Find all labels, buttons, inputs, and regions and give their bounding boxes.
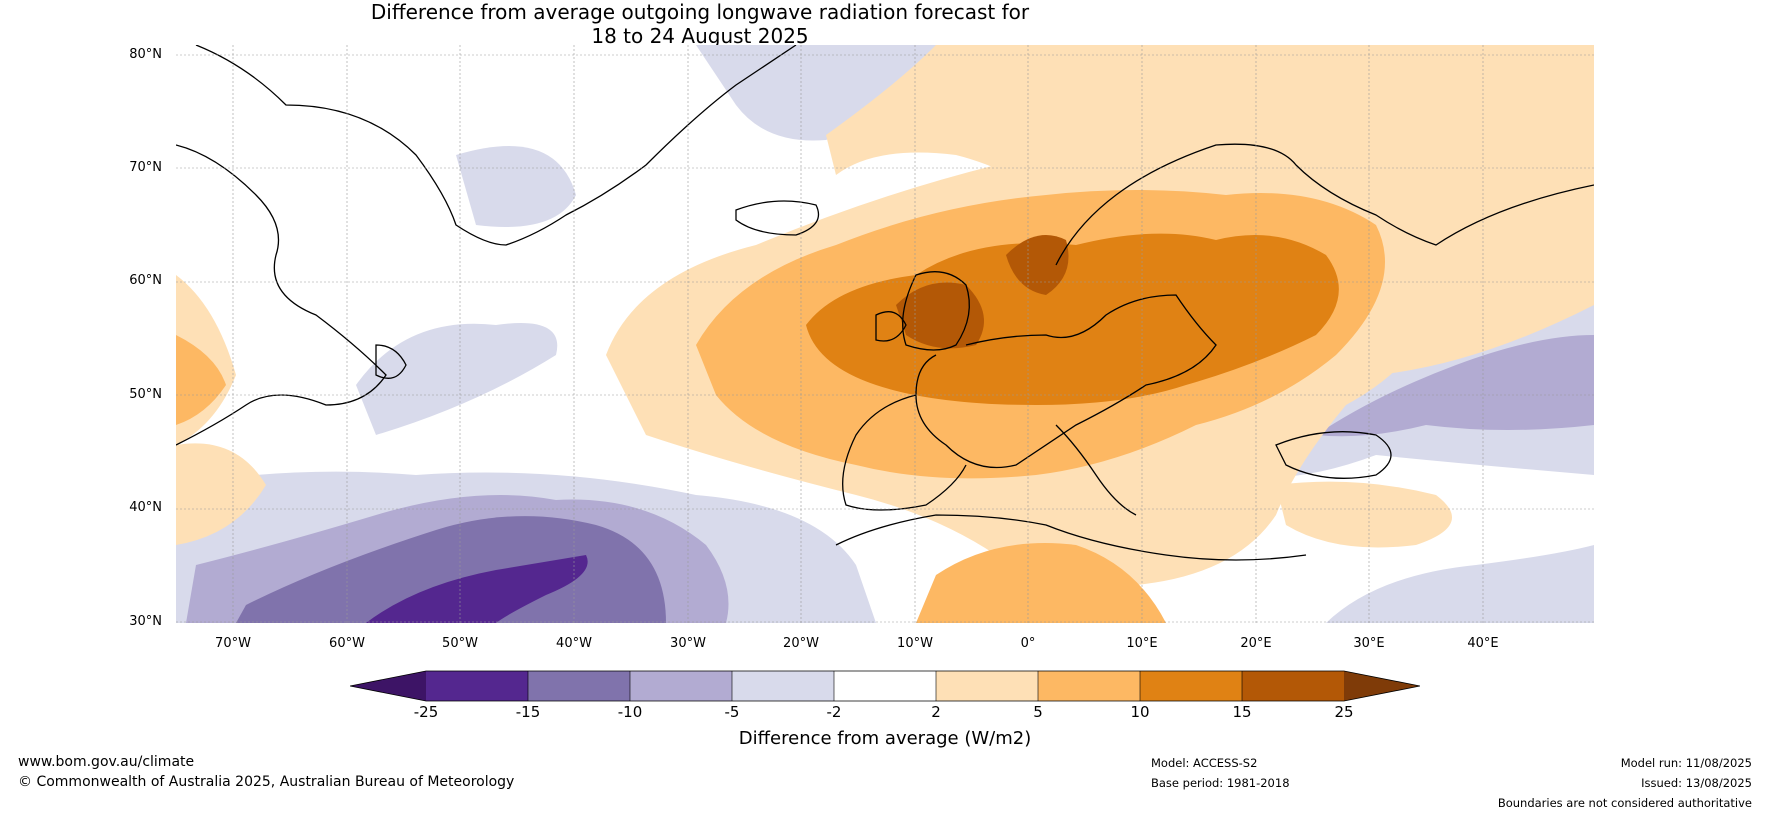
colorbar-tick-4: -5 <box>724 703 740 721</box>
lon-label-10w: 10°W <box>897 636 933 651</box>
colorbar-tick-6: 2 <box>931 703 941 721</box>
coastline-iceland <box>735 200 820 236</box>
colorbar-segment-9 <box>1242 671 1344 701</box>
footer-model: Model: ACCESS-S2 <box>1151 756 1258 770</box>
footer-website: www.bom.gov.au/climate <box>18 754 195 770</box>
colorbar-tick-5: -2 <box>826 703 842 721</box>
lon-label-20w: 20°W <box>783 636 819 651</box>
graticule <box>176 45 1594 623</box>
anomaly-region-turkey <box>1276 481 1452 548</box>
lon-label-50w: 50°W <box>442 636 478 651</box>
lon-label-40w: 40°W <box>556 636 592 651</box>
title-line-1: Difference from average outgoing longwav… <box>370 0 1030 24</box>
lon-label-10e: 10°E <box>1126 636 1158 651</box>
anomaly-region-north-africa <box>916 543 1166 623</box>
lat-label-40n: 40°N <box>129 500 162 515</box>
colorbar-extend-high <box>1344 671 1420 701</box>
footer-copyright: © Commonwealth of Australia 2025, Austra… <box>18 774 515 790</box>
coastline-north-africa <box>835 514 1307 561</box>
colorbar-segment-1 <box>426 671 528 701</box>
lon-label-60w: 60°W <box>329 636 365 651</box>
anomaly-region-russia-mid <box>1316 335 1594 437</box>
colorbar-label: Difference from average (W/m2) <box>738 728 1032 749</box>
colorbar-segment-5 <box>834 671 936 701</box>
colorbar-segment-8 <box>1140 671 1242 701</box>
footer-model-run: Model run: 11/08/2025 <box>1620 756 1752 770</box>
coastline-scandinavia <box>1055 143 1594 266</box>
lat-label-60n: 60°N <box>129 273 162 288</box>
anomaly-region-atlantic-strong <box>236 516 666 623</box>
anomaly-region-greenland-sea <box>696 45 936 141</box>
colorbar-segment-4 <box>732 671 834 701</box>
anomaly-region-west-canada-mid <box>176 335 226 425</box>
footer-disclaimer: Boundaries are not considered authoritat… <box>1497 796 1752 810</box>
coastline-canada <box>176 144 387 446</box>
lat-label-50n: 50°N <box>129 387 162 402</box>
colorbar-segment-7 <box>1038 671 1140 701</box>
lat-label-30n: 30°N <box>129 614 162 629</box>
title-line-2: 18 to 24 August 2025 <box>591 24 809 48</box>
colorbar <box>350 670 1420 702</box>
colorbar-tick-8: 10 <box>1130 703 1150 721</box>
map-title: Difference from average outgoing longwav… <box>0 0 1400 48</box>
coastline-black-sea <box>1275 431 1392 479</box>
colorbar-segment-3 <box>630 671 732 701</box>
colorbar-tick-3: -10 <box>617 703 643 721</box>
lon-label-30w: 30°W <box>670 636 706 651</box>
anomaly-region-us-east <box>176 443 266 545</box>
lon-label-70w: 70°W <box>215 636 251 651</box>
colorbar-tick-7: 5 <box>1033 703 1043 721</box>
colorbar-outline <box>350 670 1420 702</box>
anomaly-region-atlantic-core <box>366 555 588 623</box>
colorbar-tick-9: 15 <box>1232 703 1252 721</box>
colorbar-segment-2 <box>528 671 630 701</box>
colorbar-dividers <box>527 671 1243 701</box>
anomaly-region-middle-east <box>1326 545 1594 623</box>
lon-label-0: 0° <box>1020 636 1036 651</box>
coastline-italy <box>1055 424 1137 516</box>
colorbar-tick-2: -15 <box>515 703 541 721</box>
lat-label-70n: 70°N <box>129 160 162 175</box>
colorbar-extend-low <box>350 671 426 701</box>
positive-anomaly-shading <box>176 45 1594 623</box>
anomaly-region-east-greenland <box>456 146 576 227</box>
coastline-uk <box>902 271 970 351</box>
coastline-iberia <box>842 394 967 511</box>
lon-label-30e: 30°E <box>1353 636 1385 651</box>
anomaly-region-norway-core <box>1006 235 1069 295</box>
colorbar-tick-1: -25 <box>413 703 439 721</box>
footer-issued: Issued: 13/08/2025 <box>1641 776 1752 790</box>
lon-label-40e: 40°E <box>1467 636 1499 651</box>
coastline-europe <box>915 294 1217 469</box>
colorbar-tick-10: 25 <box>1334 703 1354 721</box>
anomaly-region-labrador <box>356 323 558 435</box>
lon-label-20e: 20°E <box>1240 636 1272 651</box>
coastline-newfoundland <box>375 344 407 379</box>
coastlines <box>176 45 1594 561</box>
olr-anomaly-map <box>176 45 1594 623</box>
anomaly-region-uk-core <box>896 282 984 349</box>
coastline-ireland <box>875 311 907 342</box>
footer-base-period: Base period: 1981-2018 <box>1151 776 1290 790</box>
colorbar-segment-6 <box>936 671 1038 701</box>
coastline-greenland <box>195 45 797 246</box>
anomaly-region-europe-strong <box>806 233 1339 405</box>
lat-label-80n: 80°N <box>129 47 162 62</box>
